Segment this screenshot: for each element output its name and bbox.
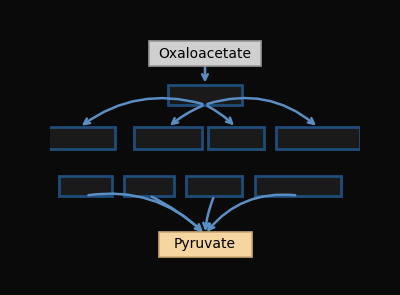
FancyArrowPatch shape — [202, 67, 208, 80]
FancyArrowPatch shape — [152, 197, 201, 230]
FancyBboxPatch shape — [208, 127, 264, 149]
Text: Oxaloacetate: Oxaloacetate — [158, 47, 252, 60]
FancyBboxPatch shape — [149, 41, 261, 66]
FancyArrowPatch shape — [208, 106, 232, 124]
FancyArrowPatch shape — [208, 98, 314, 124]
Text: Pyruvate: Pyruvate — [174, 237, 236, 251]
FancyArrowPatch shape — [208, 195, 295, 230]
FancyBboxPatch shape — [134, 127, 202, 149]
FancyBboxPatch shape — [59, 176, 112, 196]
FancyBboxPatch shape — [186, 176, 242, 196]
FancyArrowPatch shape — [203, 198, 213, 229]
FancyArrowPatch shape — [172, 106, 202, 124]
FancyBboxPatch shape — [255, 176, 342, 196]
FancyBboxPatch shape — [276, 127, 360, 149]
FancyBboxPatch shape — [124, 176, 174, 196]
FancyBboxPatch shape — [158, 232, 252, 257]
FancyArrowPatch shape — [88, 194, 201, 230]
FancyBboxPatch shape — [168, 85, 242, 105]
FancyArrowPatch shape — [84, 98, 202, 124]
FancyBboxPatch shape — [44, 127, 115, 149]
